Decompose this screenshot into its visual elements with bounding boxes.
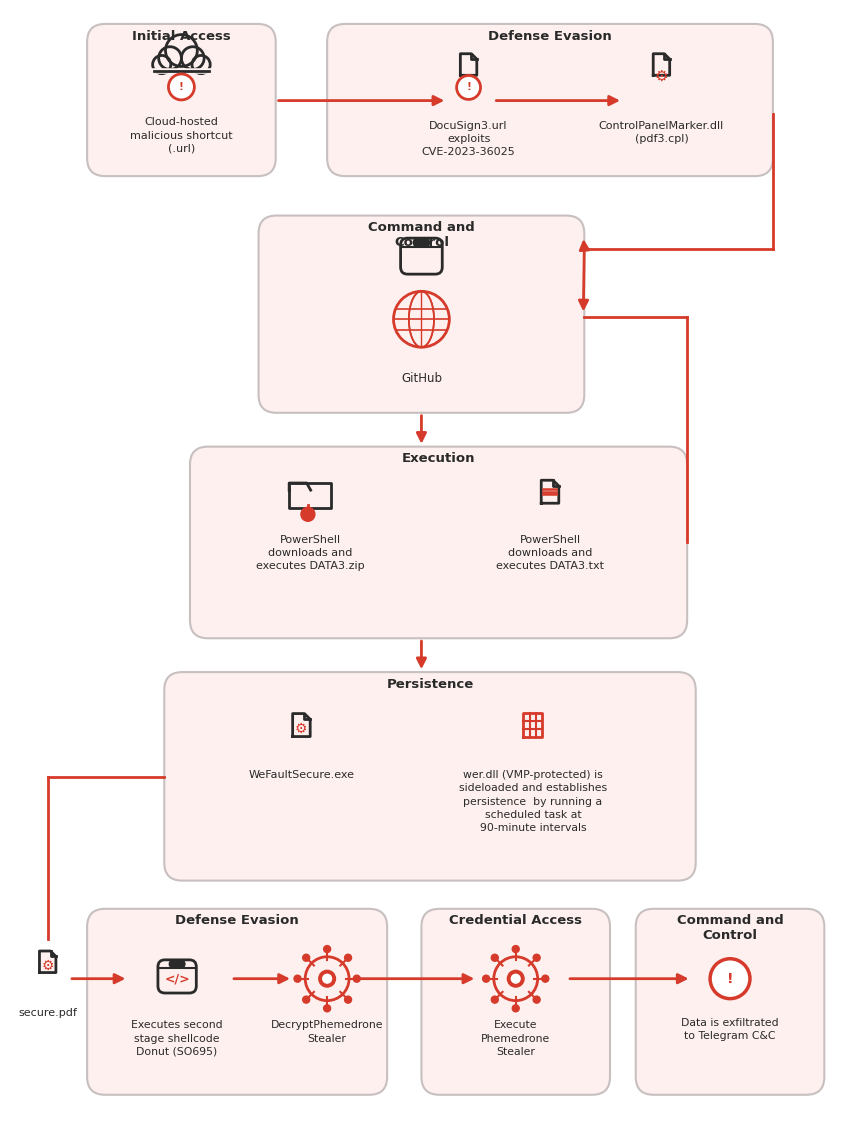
Text: !: ! (727, 972, 734, 985)
Circle shape (507, 971, 524, 986)
Circle shape (303, 997, 310, 1003)
Circle shape (323, 1005, 330, 1011)
Circle shape (305, 957, 349, 1001)
FancyBboxPatch shape (259, 216, 584, 412)
Text: Defense Evasion: Defense Evasion (488, 29, 611, 43)
Text: ControlPanelMarker.dll
(pdf3.cpl): ControlPanelMarker.dll (pdf3.cpl) (599, 121, 724, 144)
Circle shape (301, 507, 315, 521)
Circle shape (394, 292, 449, 347)
Text: PowerShell
downloads and
executes DATA3.txt: PowerShell downloads and executes DATA3.… (496, 534, 604, 571)
FancyBboxPatch shape (327, 24, 773, 176)
Text: !: ! (179, 82, 184, 92)
Text: Initial Access: Initial Access (132, 29, 230, 43)
Text: Persistence: Persistence (386, 678, 474, 690)
Circle shape (421, 238, 430, 246)
Circle shape (414, 238, 421, 246)
FancyBboxPatch shape (636, 909, 825, 1095)
FancyBboxPatch shape (87, 24, 276, 176)
Circle shape (513, 946, 519, 953)
FancyBboxPatch shape (421, 909, 610, 1095)
FancyBboxPatch shape (158, 959, 196, 993)
Circle shape (323, 946, 330, 953)
Text: Defense Evasion: Defense Evasion (175, 914, 299, 928)
Text: </>: </> (164, 973, 190, 985)
Text: DocuSign3.url
exploits
CVE-2023-36025: DocuSign3.url exploits CVE-2023-36025 (421, 121, 515, 157)
Text: secure.pdf: secure.pdf (18, 1008, 77, 1018)
Text: Execution: Execution (402, 452, 476, 466)
Text: wer.dll (VMP-protected) is
sideloaded and establishes
persistence  by running a
: wer.dll (VMP-protected) is sideloaded an… (458, 771, 607, 833)
Polygon shape (289, 483, 310, 490)
Circle shape (417, 238, 426, 246)
Text: Data is exfiltrated
to Telegram C&C: Data is exfiltrated to Telegram C&C (681, 1018, 779, 1042)
Text: ⚙: ⚙ (295, 722, 308, 736)
Polygon shape (460, 54, 476, 76)
FancyBboxPatch shape (164, 672, 696, 880)
FancyBboxPatch shape (87, 909, 387, 1095)
Circle shape (513, 1005, 519, 1011)
Circle shape (165, 35, 197, 67)
Polygon shape (289, 483, 331, 507)
Text: Command and
Control: Command and Control (368, 221, 475, 250)
Circle shape (345, 997, 352, 1003)
Circle shape (491, 997, 498, 1003)
Circle shape (512, 974, 520, 983)
FancyBboxPatch shape (190, 446, 687, 638)
Text: !: ! (466, 82, 471, 93)
Circle shape (169, 73, 194, 99)
Circle shape (177, 960, 185, 968)
Text: PowerShell
downloads and
executes DATA3.zip: PowerShell downloads and executes DATA3.… (255, 534, 365, 571)
Polygon shape (654, 54, 670, 76)
Text: ⚙: ⚙ (654, 69, 668, 84)
Circle shape (169, 960, 177, 968)
FancyBboxPatch shape (401, 238, 442, 275)
Polygon shape (40, 951, 56, 973)
Text: ⚙: ⚙ (41, 958, 54, 973)
Circle shape (303, 954, 310, 962)
Polygon shape (292, 713, 310, 737)
Circle shape (542, 975, 549, 982)
Text: Command and
Control: Command and Control (677, 914, 783, 942)
Circle shape (533, 954, 540, 962)
Text: Cloud-hosted
malicious shortcut
(.url): Cloud-hosted malicious shortcut (.url) (130, 118, 233, 154)
Text: DecryptPhemedrone
Stealer: DecryptPhemedrone Stealer (271, 1020, 384, 1044)
Text: Execute
Phemedrone
Stealer: Execute Phemedrone Stealer (481, 1020, 550, 1057)
Text: Executes second
stage shellcode
Donut (SO695): Executes second stage shellcode Donut (S… (132, 1020, 223, 1057)
Circle shape (322, 974, 331, 983)
Circle shape (353, 975, 360, 982)
Text: WeFaultSecure.exe: WeFaultSecure.exe (249, 771, 354, 780)
Circle shape (152, 55, 171, 73)
Circle shape (192, 55, 210, 73)
Circle shape (345, 954, 352, 962)
Circle shape (319, 971, 335, 986)
Circle shape (173, 960, 181, 968)
Polygon shape (541, 480, 559, 503)
Circle shape (482, 975, 489, 982)
Circle shape (494, 957, 538, 1001)
Circle shape (533, 997, 540, 1003)
Polygon shape (523, 713, 543, 737)
Circle shape (181, 46, 204, 69)
Circle shape (159, 46, 181, 69)
Circle shape (294, 975, 301, 982)
Circle shape (457, 76, 481, 99)
Circle shape (710, 958, 750, 999)
Text: GitHub: GitHub (401, 372, 442, 385)
Text: Credential Access: Credential Access (449, 914, 582, 928)
Circle shape (491, 954, 498, 962)
